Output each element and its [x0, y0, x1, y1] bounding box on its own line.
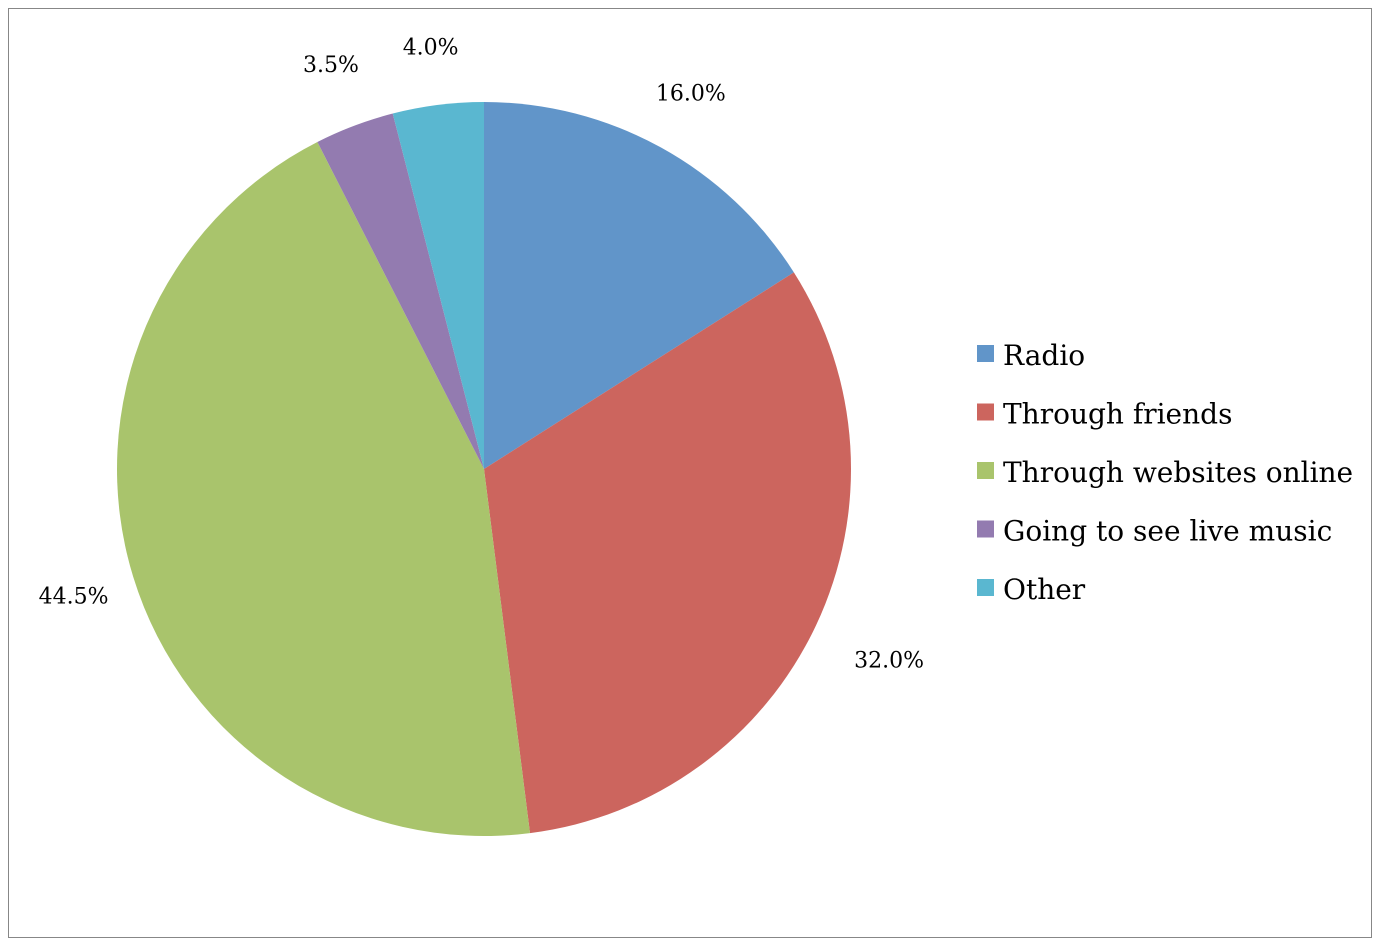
- legend-label-radio: Radio: [1003, 339, 1085, 372]
- legend-label-through-friends: Through friends: [1003, 398, 1232, 431]
- legend-swatch-going-to-see-live-music: [977, 520, 994, 538]
- legend-label-going-to-see-live-music: Going to see live music: [1003, 515, 1332, 548]
- pie-slice-going-to-see-live-music: [317, 113, 484, 470]
- pie-slices: [116, 102, 852, 836]
- data-label-through-websites-online: 44.5%: [39, 584, 109, 609]
- slice-labels: 16.0% 32.0% 44.5% 3.5% 4.0%: [39, 36, 924, 674]
- chart-legend: Radio Through friends Through websites onl…: [977, 339, 1353, 606]
- pie-slice-other: [392, 102, 484, 469]
- data-label-going-to-see-live-music: 3.5%: [303, 53, 359, 78]
- data-label-radio: 16.0%: [656, 82, 726, 107]
- legend-swatch-radio: [977, 345, 994, 362]
- legend-label-through-websites-online: Through websites online: [1003, 456, 1353, 489]
- legend-swatch-other: [977, 579, 994, 596]
- pie-slice-radio: [484, 102, 794, 469]
- data-label-other: 4.0%: [403, 36, 459, 61]
- data-label-through-friends: 32.0%: [854, 649, 924, 674]
- legend-swatch-through-friends: [977, 403, 994, 421]
- pie-slice-through-websites-online: [116, 142, 530, 836]
- pie-slice-through-friends: [484, 272, 852, 834]
- legend-label-other: Other: [1003, 573, 1086, 606]
- legend-swatch-through-websites-online: [977, 462, 994, 479]
